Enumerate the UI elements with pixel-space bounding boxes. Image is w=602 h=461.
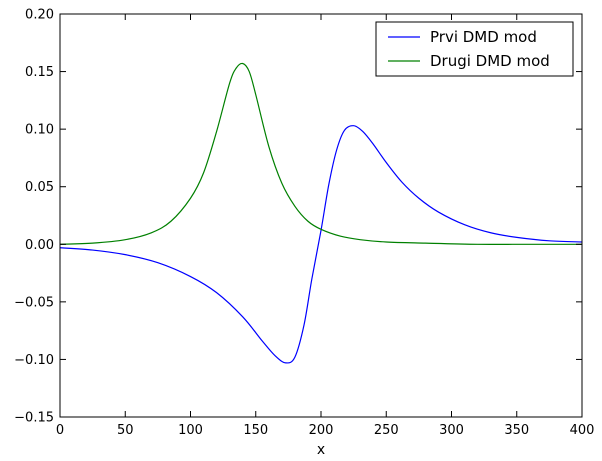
legend: Prvi DMD mod Drugi DMD mod: [375, 21, 574, 77]
legend-box: [375, 21, 574, 77]
y-tick-label: 0.00: [25, 238, 54, 253]
x-tick-label: 400: [570, 423, 595, 438]
series-layer: [59, 62, 583, 364]
x-tick-label: 350: [504, 423, 529, 438]
x-axis-label: x: [317, 442, 325, 458]
series-line-prvi: [59, 125, 583, 364]
x-tick-label: 250: [374, 423, 399, 438]
legend-label-drugi: Drugi DMD mod: [430, 52, 550, 70]
x-tick-label: 50: [117, 423, 134, 438]
y-tick-label: −0.15: [14, 411, 54, 426]
ticks-layer: 0 50 100 150 200 250 300 350 400 0.20 0.15 0.10 0.05…: [14, 8, 594, 439]
x-tick-label: 200: [309, 423, 334, 438]
y-tick-label: −0.10: [14, 353, 54, 368]
x-tick-label: 0: [56, 423, 64, 438]
y-tick-label: −0.05: [14, 295, 54, 310]
legend-label-prvi: Prvi DMD mod: [430, 28, 537, 46]
y-tick-label: 0.15: [25, 65, 54, 80]
x-tick-label: 300: [439, 423, 464, 438]
series-line-drugi: [59, 62, 582, 245]
y-tick-label: 0.10: [25, 123, 54, 138]
y-tick-label: 0.05: [25, 180, 54, 195]
y-tick-label: 0.20: [25, 8, 54, 23]
x-tick-label: 100: [178, 423, 203, 438]
x-tick-label: 150: [243, 423, 268, 438]
